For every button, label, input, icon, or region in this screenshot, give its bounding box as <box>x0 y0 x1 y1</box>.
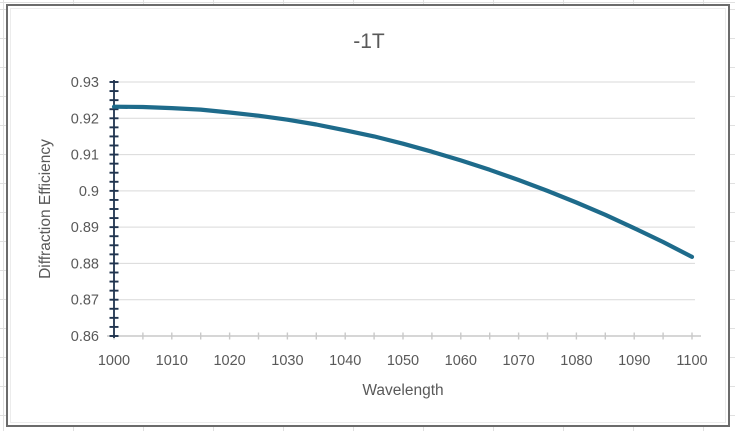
chart[interactable]: 1000 1010 1020 1030 1040 1050 1060 1070 1080 1090… <box>6 4 730 427</box>
y-tick-label: 0.89 <box>71 220 99 236</box>
y-tick-label: 0.93 <box>71 75 99 91</box>
x-tick-label: 1100 <box>676 353 707 369</box>
x-tick-label: 1090 <box>618 353 650 369</box>
y-axis-title: Diffraction Efficiency <box>37 139 54 279</box>
x-tick-label: 1060 <box>445 353 477 369</box>
series-line <box>111 104 695 259</box>
x-tick-label: 1020 <box>213 353 245 369</box>
plot-area: 1000 1010 1020 1030 1040 1050 1060 1070 1080 1090… <box>71 75 708 369</box>
chart-title: -1T <box>353 30 385 53</box>
y-tick-label: 0.86 <box>71 329 99 345</box>
x-tick-label: 1010 <box>156 353 188 369</box>
x-tick-label: 1080 <box>560 353 592 369</box>
x-tick-label: 1000 <box>98 353 130 369</box>
y-tick-label: 0.88 <box>71 256 99 272</box>
y-tick-label: 0.87 <box>71 293 99 309</box>
x-tick-label: 1040 <box>329 353 361 369</box>
x-tick-label: 1050 <box>387 353 419 369</box>
y-tick-label: 0.9 <box>79 184 99 200</box>
y-tick-label: 0.91 <box>71 148 99 164</box>
y-tick-label: 0.92 <box>71 111 99 127</box>
x-tick-label: 1070 <box>502 353 534 369</box>
x-tick-label: 1030 <box>271 353 303 369</box>
chart-canvas: 1000 1010 1020 1030 1040 1050 1060 1070 1080 1090… <box>37 30 708 399</box>
x-axis-title: Wavelength <box>362 382 443 399</box>
spreadsheet-row-gridline <box>0 2 735 3</box>
